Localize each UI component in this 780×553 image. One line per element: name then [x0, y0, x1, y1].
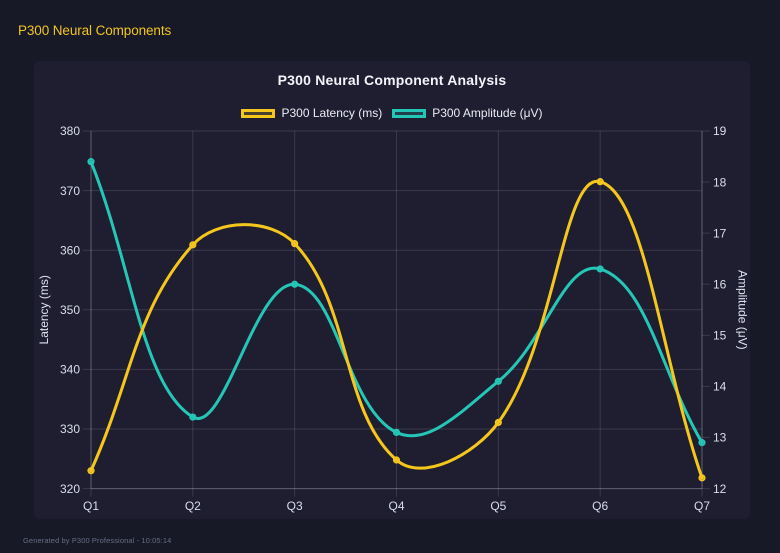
legend-label-amplitude: P300 Amplitude (μV) — [432, 106, 543, 120]
data-point-0[interactable] — [189, 241, 197, 249]
data-point-1[interactable] — [494, 377, 502, 385]
y-axis-title: Latency (ms) — [37, 275, 51, 344]
y2-axis-tick-label: 18 — [713, 175, 727, 189]
data-point-1[interactable] — [291, 280, 299, 288]
y-axis-tick-label: 370 — [60, 184, 80, 198]
data-point-1[interactable] — [87, 158, 95, 166]
y2-axis-tick-label: 14 — [713, 380, 727, 394]
line-chart-plot[interactable]: Latency (ms) Amplitude (μV) 320 330 340 350… — [34, 61, 750, 519]
data-point-0[interactable] — [392, 456, 401, 464]
y-axis-tick-label: 380 — [60, 124, 80, 138]
y2-axis-title: Amplitude (μV) — [736, 270, 750, 350]
x-axis-tick-label: Q4 — [388, 499, 404, 513]
x-axis-tick-label: Q2 — [185, 499, 201, 513]
y2-axis-tick-label: 13 — [713, 431, 727, 445]
data-point-0[interactable] — [494, 418, 502, 427]
y-axis-tick-label: 330 — [60, 422, 80, 436]
x-axis-tick-label: Q5 — [490, 499, 506, 513]
y2-axis-tick-label: 19 — [713, 124, 727, 138]
y-axis-tick-label: 340 — [60, 363, 80, 377]
chart-card: Latency (ms) Amplitude (μV) 320 330 340 350… — [34, 61, 750, 519]
footer-note: Generated by P300 Professional - 10:05:1… — [23, 536, 172, 545]
x-axis-tick-label: Q3 — [287, 499, 303, 513]
legend-label-latency: P300 Latency (ms) — [281, 106, 383, 120]
y2-axis-tick-label: 12 — [713, 482, 727, 496]
y-axis-tick-label: 350 — [60, 303, 80, 317]
chart-title: P300 Neural Component Analysis — [277, 72, 507, 88]
legend-item-latency[interactable]: P300 Latency (ms) — [241, 106, 382, 120]
x-axis-tick-label: Q1 — [83, 499, 99, 513]
data-point-1[interactable] — [596, 265, 604, 273]
x-axis-tick-label: Q7 — [694, 499, 710, 513]
data-point-0[interactable] — [698, 474, 706, 482]
x-axis-tick-label: Q6 — [592, 499, 608, 513]
legend-item-amplitude[interactable]: P300 Amplitude (μV) — [392, 106, 543, 120]
series-line-1 — [89, 160, 704, 445]
y2-axis-tick-label: 15 — [713, 329, 727, 343]
data-point-0[interactable] — [291, 240, 299, 248]
page-title: P300 Neural Components — [18, 23, 172, 38]
data-point-1[interactable] — [698, 439, 706, 447]
legend-swatch-amplitude — [392, 108, 427, 118]
y2-axis-tick-label: 16 — [713, 277, 727, 291]
y-axis-tick-label: 360 — [60, 243, 80, 257]
data-point-1[interactable] — [189, 413, 197, 421]
data-point-0[interactable] — [87, 467, 95, 475]
legend-swatch-latency — [241, 108, 276, 118]
data-point-1[interactable] — [392, 428, 401, 437]
y-axis-tick-label: 320 — [60, 482, 80, 496]
chart-legend: P300 Latency (ms) P300 Amplitude (μV) — [34, 106, 750, 120]
y2-axis-tick-label: 17 — [713, 226, 727, 240]
data-point-0[interactable] — [596, 178, 604, 186]
